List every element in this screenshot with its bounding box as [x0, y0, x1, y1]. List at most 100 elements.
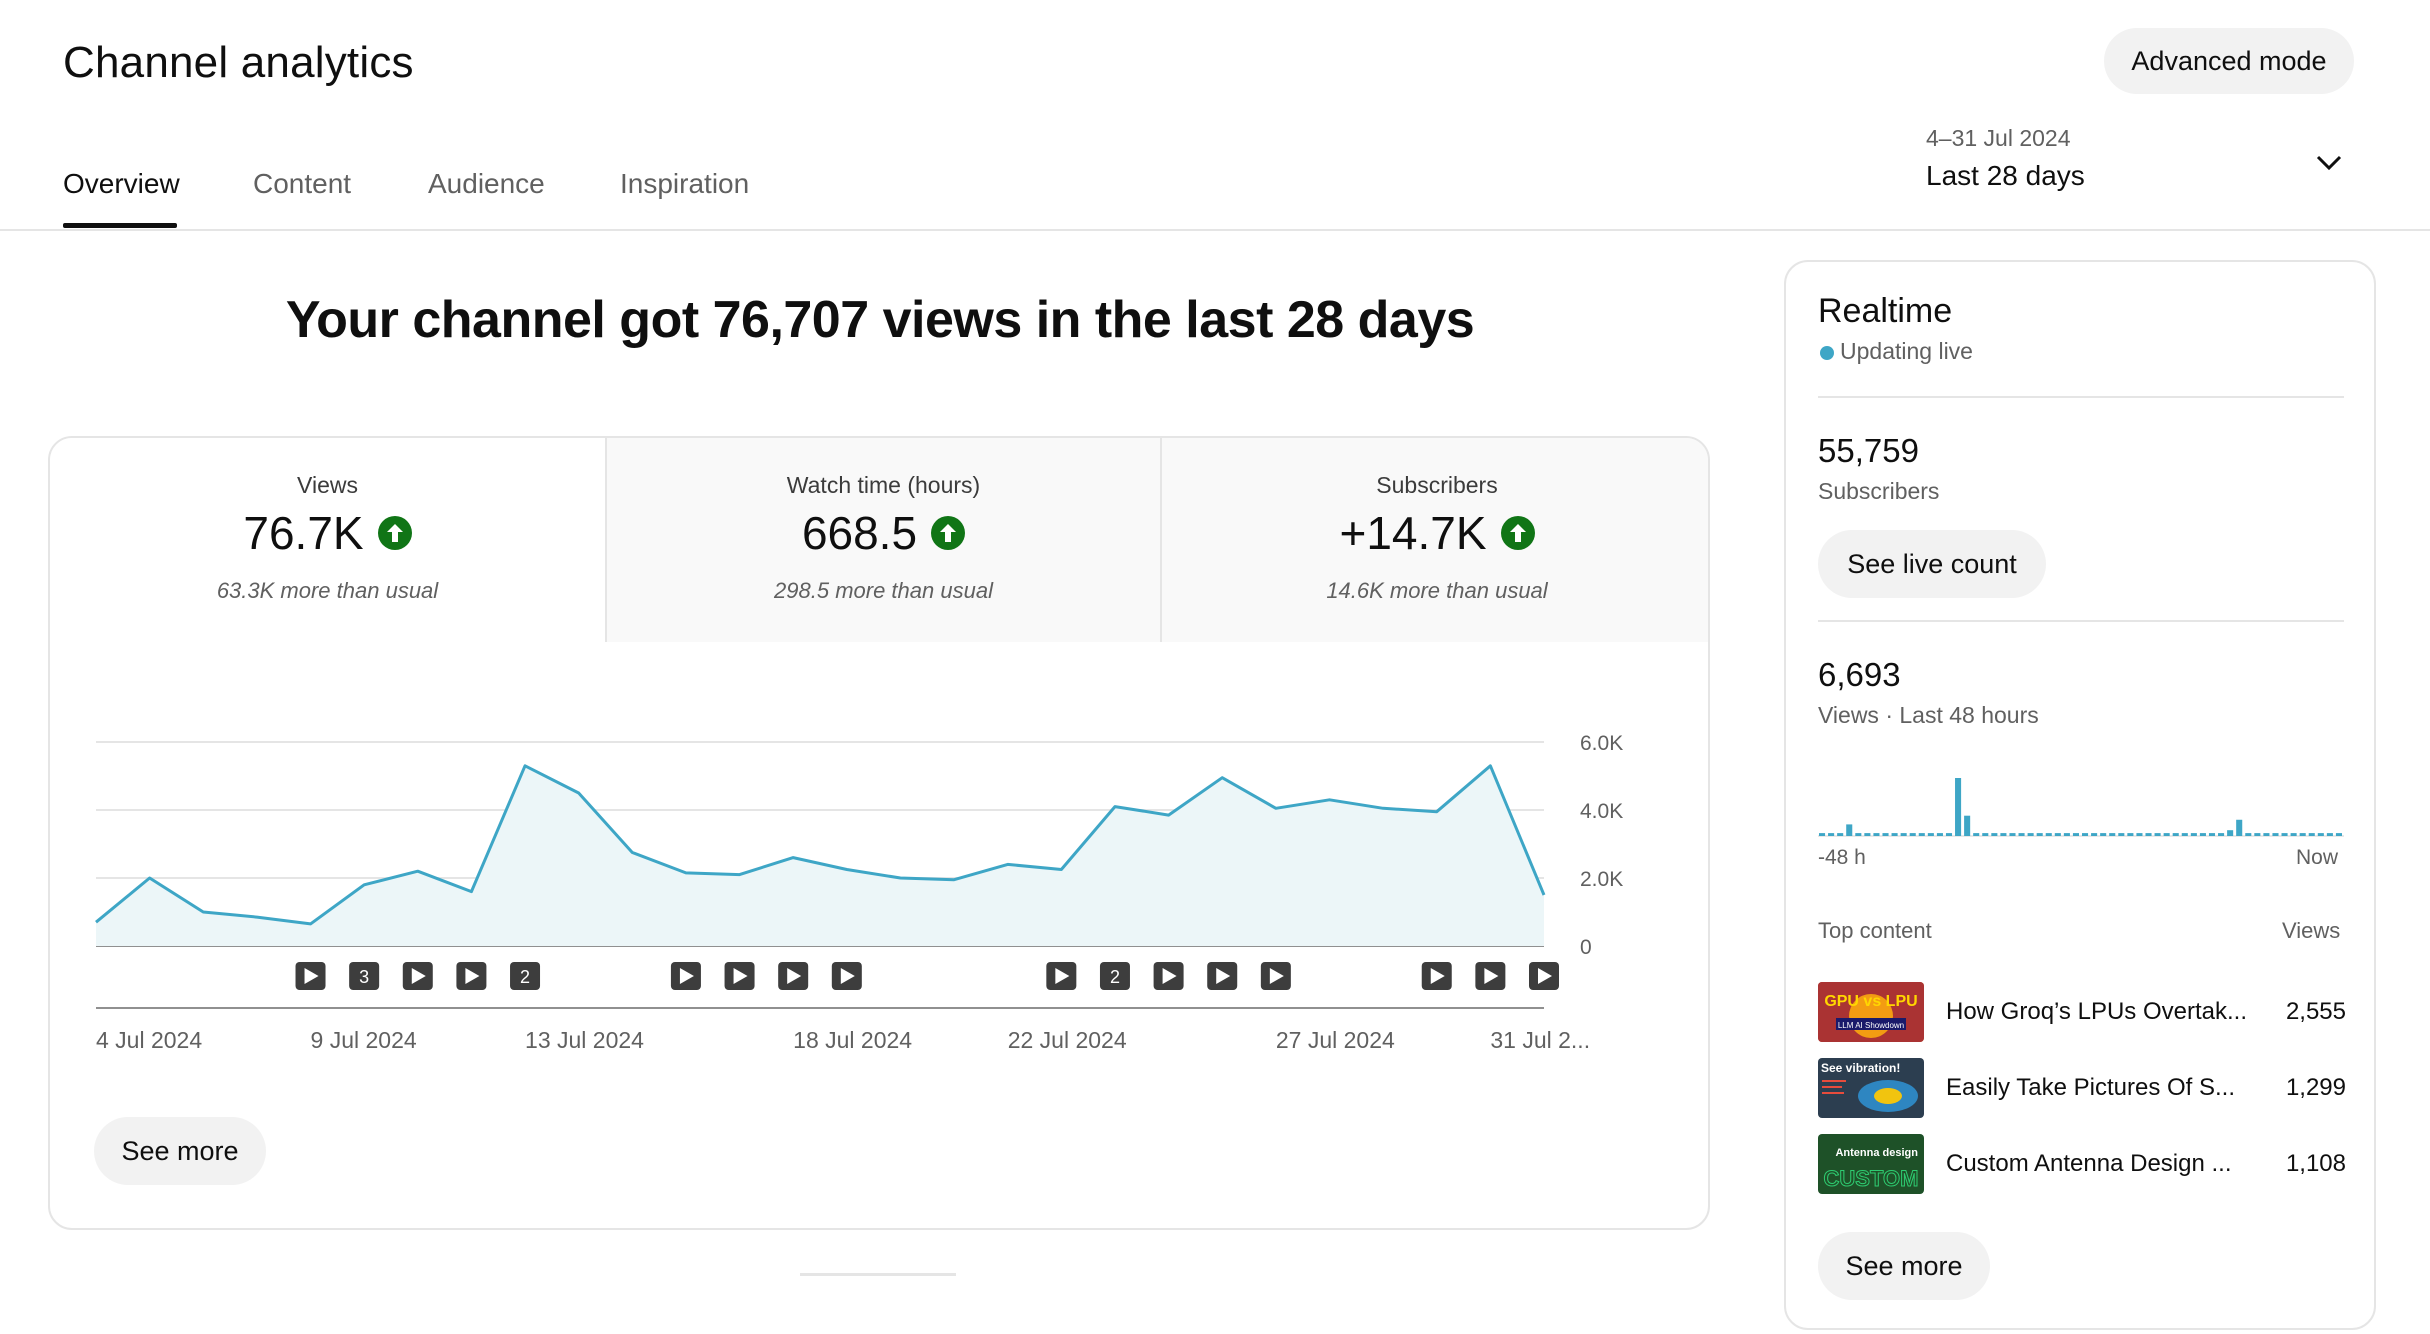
mini-bar[interactable]	[1900, 833, 1907, 836]
date-range-label[interactable]: Last 28 days	[1926, 160, 2085, 191]
video-published-marker[interactable]	[402, 962, 433, 990]
mini-bar[interactable]	[2190, 833, 2197, 836]
mini-bar[interactable]	[1936, 833, 1943, 836]
y-tick-label: 0	[1580, 936, 1592, 959]
video-published-marker[interactable]	[1421, 962, 1452, 990]
mini-bar[interactable]	[2163, 833, 2170, 836]
mini-bar[interactable]	[2181, 833, 2188, 836]
tab-audience[interactable]: Audience	[428, 168, 545, 199]
metric-views[interactable]: Views 76.7K 63.3K more than usual	[50, 438, 605, 642]
mini-bar[interactable]	[2290, 833, 2297, 836]
video-published-marker[interactable]	[456, 962, 487, 990]
mini-bar[interactable]	[2227, 830, 2234, 836]
mini-bar[interactable]	[2154, 833, 2161, 836]
mini-bar[interactable]	[2218, 833, 2225, 836]
play-icon	[1430, 968, 1445, 984]
video-published-marker[interactable]	[1260, 962, 1291, 990]
realtime-bar-chart[interactable]	[1818, 762, 2344, 842]
mini-bar[interactable]	[2326, 833, 2333, 836]
mini-bar[interactable]	[2308, 833, 2315, 836]
metric-subscribers[interactable]: Subscribers +14.7K 14.6K more than usual	[1160, 438, 1708, 642]
video-published-marker[interactable]	[831, 962, 862, 990]
mini-bar[interactable]	[1873, 833, 1880, 836]
video-published-marker[interactable]	[295, 962, 326, 990]
mini-bar[interactable]	[1955, 778, 1962, 836]
mini-bar[interactable]	[2109, 833, 2116, 836]
mini-bar[interactable]	[2072, 833, 2079, 836]
mini-bar[interactable]	[2236, 819, 2243, 836]
videos-published-count-marker[interactable]: 2	[1099, 962, 1130, 990]
advanced-mode-button[interactable]: Advanced mode	[2104, 28, 2354, 94]
mini-bar[interactable]	[2054, 833, 2061, 836]
video-published-marker[interactable]	[1475, 962, 1506, 990]
video-published-marker[interactable]	[1529, 962, 1559, 990]
mini-bar[interactable]	[2281, 833, 2288, 836]
mini-bar[interactable]	[2317, 833, 2324, 836]
chevron-down-icon[interactable]	[2312, 148, 2346, 178]
views-chart[interactable]: 0 2.0K 4.0K 6.0K 3 2 2 4 Jul 2024 9 Jul 2024 13 J…	[50, 642, 1710, 1102]
mini-bar[interactable]	[2118, 833, 2125, 836]
mini-bar[interactable]	[1927, 833, 1934, 836]
mini-bar[interactable]	[1864, 833, 1871, 836]
mini-bar[interactable]	[1882, 833, 1889, 836]
mini-bar[interactable]	[2091, 833, 2098, 836]
metric-value-row: +14.7K	[1162, 506, 1708, 560]
mini-bar[interactable]	[2100, 833, 2107, 836]
mini-bar[interactable]	[2254, 833, 2261, 836]
mini-bar[interactable]	[1909, 833, 1916, 836]
mini-bar[interactable]	[2063, 833, 2070, 836]
mini-bar[interactable]	[2136, 833, 2143, 836]
mini-bar[interactable]	[2036, 833, 2043, 836]
mini-bar[interactable]	[2245, 833, 2252, 836]
play-icon	[1162, 968, 1177, 984]
mini-bar[interactable]	[2299, 833, 2306, 836]
video-published-marker[interactable]	[1207, 962, 1238, 990]
mini-bar[interactable]	[2172, 833, 2179, 836]
mini-bar[interactable]	[2009, 833, 2016, 836]
mini-bar[interactable]	[1837, 833, 1844, 836]
video-published-marker[interactable]	[1046, 962, 1077, 990]
mini-bar[interactable]	[2127, 833, 2134, 836]
mini-bar[interactable]	[2027, 833, 2034, 836]
divider	[1818, 620, 2344, 622]
mini-bar[interactable]	[1918, 833, 1925, 836]
top-content-item[interactable]: Antenna design CUSTOM Custom Antenna Des…	[1818, 1134, 2346, 1196]
top-content-item[interactable]: See vibration! Easily Take Pictures Of S…	[1818, 1058, 2346, 1120]
video-published-marker[interactable]	[724, 962, 755, 990]
mini-bar[interactable]	[1819, 833, 1826, 836]
tab-overview[interactable]: Overview	[63, 168, 180, 199]
see-more-button[interactable]: See more	[94, 1117, 266, 1185]
mini-bar[interactable]	[1973, 833, 1980, 836]
tab-content[interactable]: Content	[253, 168, 352, 199]
top-content-item[interactable]: GPU vs LPU LLM AI Showdown How Groq’s LP…	[1818, 982, 2346, 1044]
mini-bar[interactable]	[1855, 833, 1862, 836]
mini-bar[interactable]	[2018, 833, 2025, 836]
date-range-text[interactable]: 4–31 Jul 2024	[1926, 125, 2071, 151]
video-published-marker[interactable]	[778, 962, 809, 990]
mini-bar[interactable]	[1991, 833, 1998, 836]
mini-bar[interactable]	[1982, 833, 1989, 836]
mini-bar[interactable]	[1945, 833, 1953, 836]
mini-bar[interactable]	[2335, 833, 2342, 836]
mini-bar[interactable]	[2272, 833, 2279, 836]
mini-bar[interactable]	[1964, 815, 1971, 836]
video-published-marker[interactable]	[1153, 962, 1184, 990]
mini-bar[interactable]	[2082, 833, 2089, 836]
mini-bar[interactable]	[2145, 833, 2152, 836]
mini-bar[interactable]	[2000, 833, 2007, 836]
mini-bar[interactable]	[2208, 833, 2216, 836]
mini-bar[interactable]	[2045, 833, 2052, 836]
see-more-realtime-button[interactable]: See more	[1818, 1232, 1990, 1300]
video-published-marker[interactable]	[670, 962, 701, 990]
see-live-count-button[interactable]: See live count	[1818, 530, 2046, 598]
videos-published-count-marker[interactable]: 3	[349, 962, 380, 990]
mini-bar[interactable]	[1828, 833, 1835, 836]
videos-published-count-marker[interactable]: 2	[510, 962, 541, 990]
tab-inspiration[interactable]: Inspiration	[620, 168, 750, 199]
metric-watch-time[interactable]: Watch time (hours) 668.5 298.5 more than…	[605, 438, 1160, 642]
mini-bar[interactable]	[2263, 833, 2270, 836]
mini-bar[interactable]	[1891, 833, 1898, 836]
mini-bar[interactable]	[1846, 824, 1853, 836]
mini-bar[interactable]	[2199, 833, 2206, 836]
metric-value: 668.5	[801, 507, 918, 559]
